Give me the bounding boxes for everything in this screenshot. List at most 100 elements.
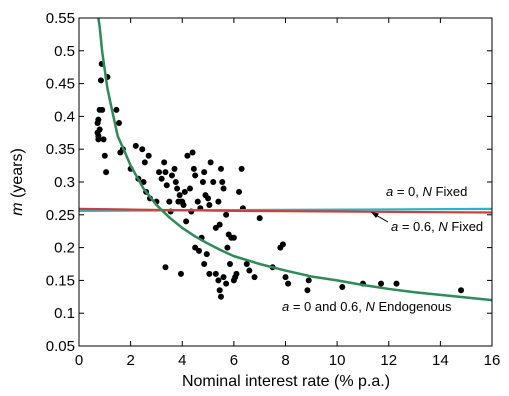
y-tick-label: 0.35 <box>46 141 75 158</box>
annotation-a0-n-fixed: a = 0, N Fixed <box>386 184 467 199</box>
series-line-endogenous <box>97 18 492 302</box>
scatter-point <box>219 179 226 185</box>
scatter-point <box>279 241 286 248</box>
x-tick-label: 0 <box>75 352 83 369</box>
scatter-point <box>166 198 173 205</box>
y-tick-label: 0.1 <box>54 305 75 322</box>
scatter-point <box>216 221 223 228</box>
y-tick-label: 0.55 <box>46 10 75 27</box>
scatter-point <box>132 142 139 149</box>
scatter-point <box>210 179 217 185</box>
plot-series <box>79 18 492 302</box>
scatter-point <box>176 192 183 199</box>
x-tick-label: 2 <box>126 352 134 369</box>
scatter-point <box>215 198 222 205</box>
scatter-point <box>97 77 104 84</box>
scatter-point <box>256 215 263 222</box>
annotation-a06-n-fixed: a = 0.6, N Fixed <box>391 219 483 234</box>
scatter-point <box>190 165 197 172</box>
scatter-point <box>216 287 223 294</box>
x-tick-label: 4 <box>178 352 186 369</box>
scatter-point <box>168 172 175 179</box>
y-tick-label: 0.05 <box>46 338 75 355</box>
scatter-point <box>203 251 210 258</box>
x-tick-label: 6 <box>230 352 238 369</box>
scatter-point <box>95 133 102 140</box>
scatter-point <box>243 261 250 267</box>
scatter-point <box>246 267 253 274</box>
scatter-point <box>100 136 107 143</box>
scatter-point <box>199 179 206 185</box>
scatter-point <box>206 201 213 208</box>
scatter-point <box>238 165 245 172</box>
scatter-point <box>156 169 163 176</box>
annotation-arrowhead <box>371 212 379 218</box>
scatter-point <box>220 185 227 192</box>
scatter-point <box>183 218 190 225</box>
scatter-point <box>192 172 199 179</box>
scatter-point <box>223 211 230 218</box>
scatter-point <box>103 169 110 176</box>
scatter-point <box>201 261 208 267</box>
y-tick-label: 0.2 <box>54 240 75 257</box>
x-tick-label: 8 <box>281 352 289 369</box>
y-tick-label: 0.4 <box>54 108 75 125</box>
scatter-point <box>116 119 123 126</box>
scatter-point <box>177 270 184 277</box>
scatter-point <box>139 146 146 153</box>
x-axis-label: Nominal interest rate (% p.a.) <box>182 373 390 390</box>
scatter-point <box>163 182 170 189</box>
scatter-point <box>378 280 385 287</box>
scatter-point <box>217 165 224 172</box>
scatter-point <box>223 280 230 287</box>
scatter-point <box>181 188 188 195</box>
scatter-point <box>206 270 213 277</box>
scatter-point <box>305 277 312 284</box>
scatter-point <box>285 280 292 287</box>
scatter-point <box>227 261 233 267</box>
scatter-point <box>180 201 187 208</box>
x-tick-label: 12 <box>380 352 397 369</box>
scatter-point <box>95 116 102 123</box>
y-axis-label: m (years) <box>9 148 26 216</box>
scatter-point <box>171 165 178 172</box>
y-axis-label-unit: (years) <box>9 148 26 202</box>
scatter-point <box>201 169 208 176</box>
y-tick-label: 0.15 <box>46 272 75 289</box>
scatter-point <box>99 106 106 113</box>
scatter-point <box>220 274 227 281</box>
scatter-point <box>161 159 168 166</box>
scatter-point <box>232 274 239 281</box>
scatter-point <box>145 152 152 159</box>
series-line-a06-fixed <box>79 207 492 214</box>
scatter-point <box>205 195 212 202</box>
y-axis-label-symbol: m <box>9 202 26 215</box>
scatter-point <box>141 159 148 166</box>
scatter-point <box>158 175 165 182</box>
scatter-point <box>282 274 289 281</box>
scatter-point <box>174 185 181 192</box>
scatter-point <box>96 126 103 133</box>
scatter-point <box>184 152 191 159</box>
scatter-point <box>339 283 346 290</box>
scatter-point <box>196 247 203 254</box>
axis-ticks: 0 2 4 6 8 10 12 14 16 0.05 0.1 0.15 0.2 0.25 0.3 0.35 0.… <box>46 10 501 369</box>
scatter-point <box>212 270 219 277</box>
scatter-point <box>215 277 222 284</box>
scatter-point <box>230 234 237 241</box>
scatter-point <box>172 179 179 185</box>
scatter-point <box>113 106 120 113</box>
scatter-point <box>207 159 214 166</box>
scatter-point <box>194 198 201 205</box>
x-tick-label: 10 <box>329 352 346 369</box>
scatter-point <box>458 287 465 294</box>
x-tick-label: 14 <box>432 352 449 369</box>
scatter-point <box>304 287 311 294</box>
y-tick-label: 0.3 <box>54 174 75 191</box>
scatter-point <box>162 264 169 271</box>
x-tick-label: 16 <box>484 352 501 369</box>
y-tick-label: 0.5 <box>54 43 75 60</box>
scatter-point <box>162 169 169 176</box>
